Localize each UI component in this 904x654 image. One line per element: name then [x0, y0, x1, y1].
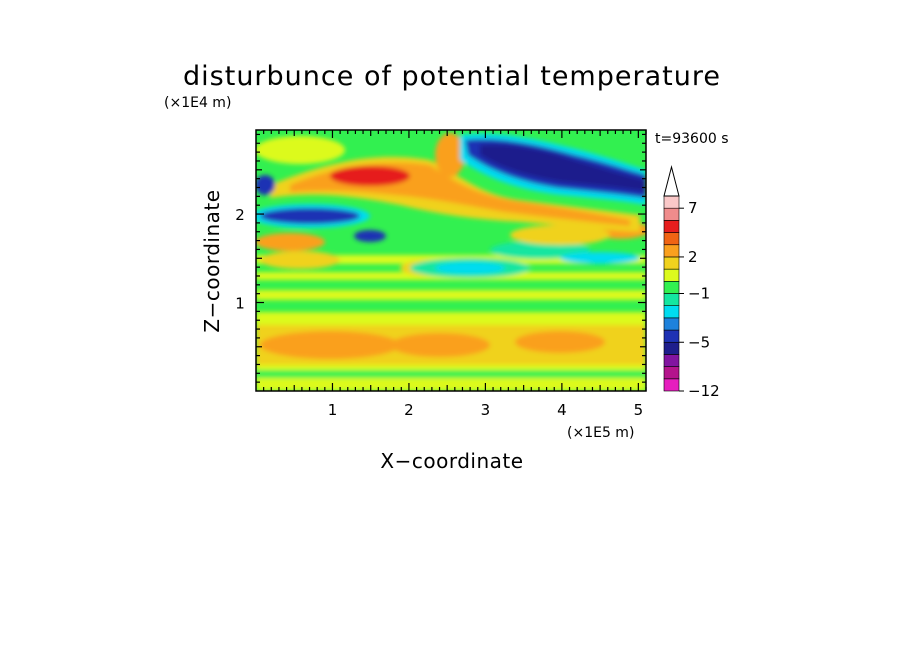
colorbar-swatch: [663, 293, 680, 306]
colorbar-swatch: [663, 195, 680, 209]
colorbar-swatch: [663, 281, 680, 294]
colorbar-swatch: [663, 378, 680, 392]
x-tick-label: 1: [328, 401, 338, 419]
x-tick-label: 4: [557, 401, 567, 419]
chart-title: disturbunce of potential temperature: [183, 61, 721, 92]
colorbar-swatch: [663, 317, 680, 331]
colorbar-swatch: [663, 366, 680, 380]
colorbar-label: −1: [688, 285, 710, 303]
colorbar-label: 2: [688, 248, 698, 266]
colorbar-label: −5: [688, 333, 710, 351]
y-tick-label: 2: [235, 206, 245, 224]
colorbar-swatch: [663, 341, 680, 355]
time-label: t=93600 s: [655, 131, 729, 147]
colorbar-extend-arrow: [663, 165, 680, 197]
y-axis-label: Z−coordinate: [200, 189, 224, 332]
y-tick-label: 1: [235, 295, 245, 313]
colorbar-swatch: [663, 268, 680, 282]
colorbar-swatch: [663, 305, 680, 319]
colorbar-swatch: [663, 244, 680, 258]
colorbar-label: 7: [688, 199, 698, 217]
y-axis-unit: (×1E4 m): [164, 95, 231, 111]
x-axis-label: X−coordinate: [380, 449, 523, 473]
tick-labels: 1 2 3 4 5 1 2: [235, 206, 643, 419]
colorbar: 7 2 −1 −5 −12: [663, 165, 720, 400]
axis-ticks: [256, 130, 647, 391]
colorbar-swatch: [663, 232, 680, 246]
x-tick-label: 5: [634, 401, 644, 419]
colorbar-swatch: [663, 329, 680, 343]
colorbar-swatch: [663, 354, 680, 367]
colorbar-swatch: [663, 256, 680, 270]
x-tick-label: 2: [404, 401, 414, 419]
colorbar-swatch: [663, 207, 680, 221]
heatmap-field: [256, 130, 646, 391]
x-axis-unit: (×1E5 m): [567, 425, 634, 441]
colorbar-label: −12: [688, 382, 720, 400]
x-tick-label: 3: [481, 401, 491, 419]
plot-frame: [255, 129, 647, 392]
colorbar-swatch: [663, 220, 680, 233]
